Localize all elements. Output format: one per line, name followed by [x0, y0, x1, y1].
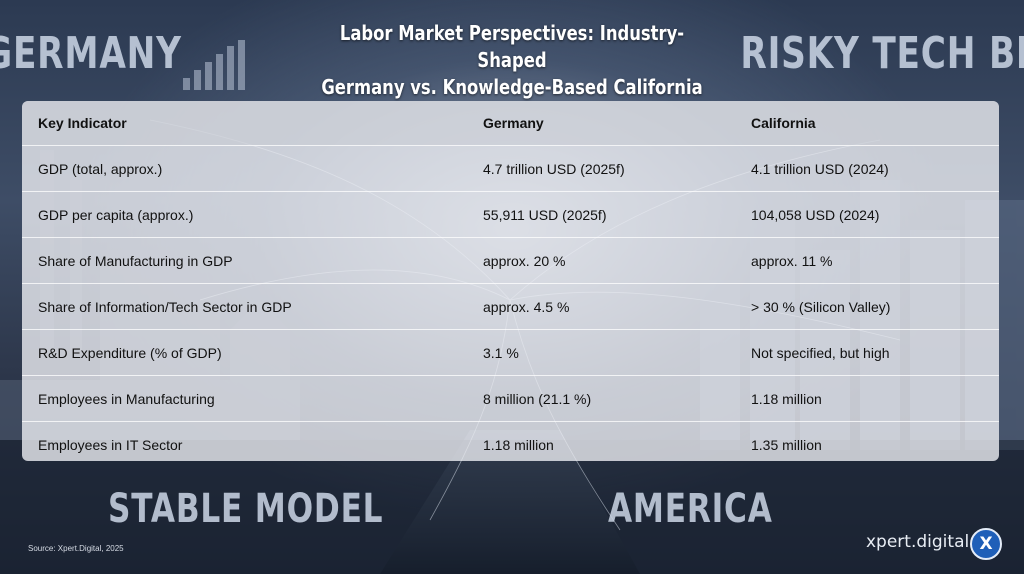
- indicator-cell: GDP (total, approx.): [22, 145, 467, 192]
- germany-cell: approx. 20 %: [467, 237, 735, 284]
- page-title: Labor Market Perspectives: Industry-Shap…: [262, 20, 762, 101]
- california-cell: 1.35 million: [751, 436, 822, 453]
- table-header-row: Key Indicator Germany California: [22, 101, 999, 146]
- germany-heading: GERMANY: [0, 28, 182, 79]
- california-cell: 1.18 million: [735, 375, 999, 422]
- california-cell: approx. 11 %: [735, 237, 999, 284]
- america-heading: AMERICA: [608, 486, 773, 532]
- indicator-cell: Share of Information/Tech Sector in GDP: [22, 283, 467, 330]
- stable-model-heading: STABLE MODEL: [108, 486, 384, 532]
- germany-cell: 1.18 million: [483, 436, 554, 453]
- comparison-table: Key Indicator Germany California GDP (to…: [22, 101, 999, 461]
- indicator-cell: GDP per capita (approx.): [22, 191, 467, 238]
- column-header-california: California: [735, 101, 999, 146]
- indicator-cell: Employees in IT Sector: [38, 436, 183, 453]
- column-header-key-indicator: Key Indicator: [22, 101, 467, 146]
- risky-tech-bet-heading: RISKY TECH BET: [740, 28, 1024, 79]
- germany-cell: approx. 4.5 %: [467, 283, 735, 330]
- california-cell: Not specified, but high: [735, 329, 999, 376]
- table-row: Share of Information/Tech Sector in GDP …: [22, 283, 999, 330]
- california-cell: 104,058 USD (2024): [735, 191, 999, 238]
- germany-cell: 4.7 trillion USD (2025f): [467, 145, 735, 192]
- germany-cell: 55,911 USD (2025f): [467, 191, 735, 238]
- table-row: Share of Manufacturing in GDP approx. 20…: [22, 237, 999, 284]
- brand-logo-icon[interactable]: X: [970, 528, 1002, 560]
- table-row: R&D Expenditure (% of GDP) 3.1 % Not spe…: [22, 329, 999, 376]
- germany-cell: 3.1 %: [467, 329, 735, 376]
- indicator-cell: Share of Manufacturing in GDP: [22, 237, 467, 284]
- california-cell: 4.1 trillion USD (2024): [735, 145, 999, 192]
- table-row: GDP (total, approx.) 4.7 trillion USD (2…: [22, 145, 999, 192]
- table-row: Employees in Manufacturing 8 million (21…: [22, 375, 999, 422]
- brand-name[interactable]: xpert.digital: [866, 532, 970, 552]
- title-line-1: Labor Market Perspectives: Industry-Shap…: [339, 21, 685, 72]
- indicator-cell: Employees in Manufacturing: [22, 375, 467, 422]
- table-row: Employees in IT Sector 1.18 million 1.35…: [22, 422, 999, 462]
- table-row: GDP per capita (approx.) 55,911 USD (202…: [22, 191, 999, 238]
- source-note: Source: Xpert.Digital, 2025: [28, 544, 124, 553]
- california-cell: > 30 % (Silicon Valley): [735, 283, 999, 330]
- indicator-cell: R&D Expenditure (% of GDP): [22, 329, 467, 376]
- germany-cell: 8 million (21.1 %): [467, 375, 735, 422]
- title-line-2: Germany vs. Knowledge-Based California: [321, 75, 703, 99]
- column-header-germany: Germany: [467, 101, 735, 146]
